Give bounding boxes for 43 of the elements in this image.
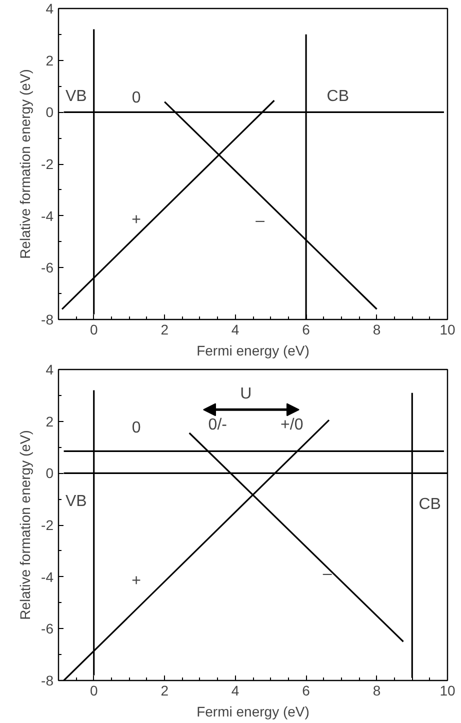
annotation: + xyxy=(132,572,141,590)
x-tick-label: 10 xyxy=(440,322,456,338)
x-axis-title: Fermi energy (eV) xyxy=(196,342,310,358)
x-tick-label: 4 xyxy=(231,682,240,698)
y-tick-label: -4 xyxy=(41,568,54,585)
x-tick-label: 2 xyxy=(160,322,169,338)
y-tick-label: -8 xyxy=(41,672,54,688)
x-tick-label: 10 xyxy=(440,682,456,698)
annotation: U xyxy=(240,386,252,403)
annotation: 0 xyxy=(132,90,141,107)
annotation: 0/- xyxy=(208,416,227,434)
y-tick-label: -2 xyxy=(41,517,54,533)
y-tick-label: -4 xyxy=(41,208,54,224)
annotation: VB xyxy=(66,493,87,510)
y-tick-label: -8 xyxy=(41,312,54,328)
y-tick-label: -6 xyxy=(41,260,54,276)
x-tick-label: 4 xyxy=(231,322,240,338)
annotation: + xyxy=(132,211,141,228)
y-tick-label: 0 xyxy=(46,104,54,120)
annotation: – xyxy=(256,212,265,230)
x-tick-label: 6 xyxy=(302,682,310,698)
y-axis-title: Relative formation energy (eV) xyxy=(17,69,34,259)
annotation: VB xyxy=(66,88,87,106)
y-tick-label: -2 xyxy=(41,156,54,172)
y-tick-label: 2 xyxy=(46,52,54,68)
y-tick-label: 2 xyxy=(46,413,54,430)
annotation: – xyxy=(322,566,332,583)
y-tick-label: 4 xyxy=(46,362,54,378)
y-tick-label: -6 xyxy=(41,620,54,637)
y-tick-label: 4 xyxy=(46,0,54,16)
annotation: CB xyxy=(326,88,349,106)
x-tick-label: 8 xyxy=(372,322,381,338)
annotation: 0 xyxy=(132,420,141,437)
x-tick-label: 6 xyxy=(302,322,310,338)
x-tick-label: 2 xyxy=(160,682,169,698)
x-tick-label: 0 xyxy=(90,322,98,338)
y-tick-label: 0 xyxy=(46,465,54,482)
x-axis-title: Fermi energy (eV) xyxy=(196,704,310,720)
x-tick-label: 8 xyxy=(372,682,381,698)
annotation: CB xyxy=(418,496,441,513)
y-axis-title: Relative formation energy (eV) xyxy=(17,430,34,620)
annotation: +/0 xyxy=(280,416,304,434)
x-tick-label: 0 xyxy=(90,682,98,698)
